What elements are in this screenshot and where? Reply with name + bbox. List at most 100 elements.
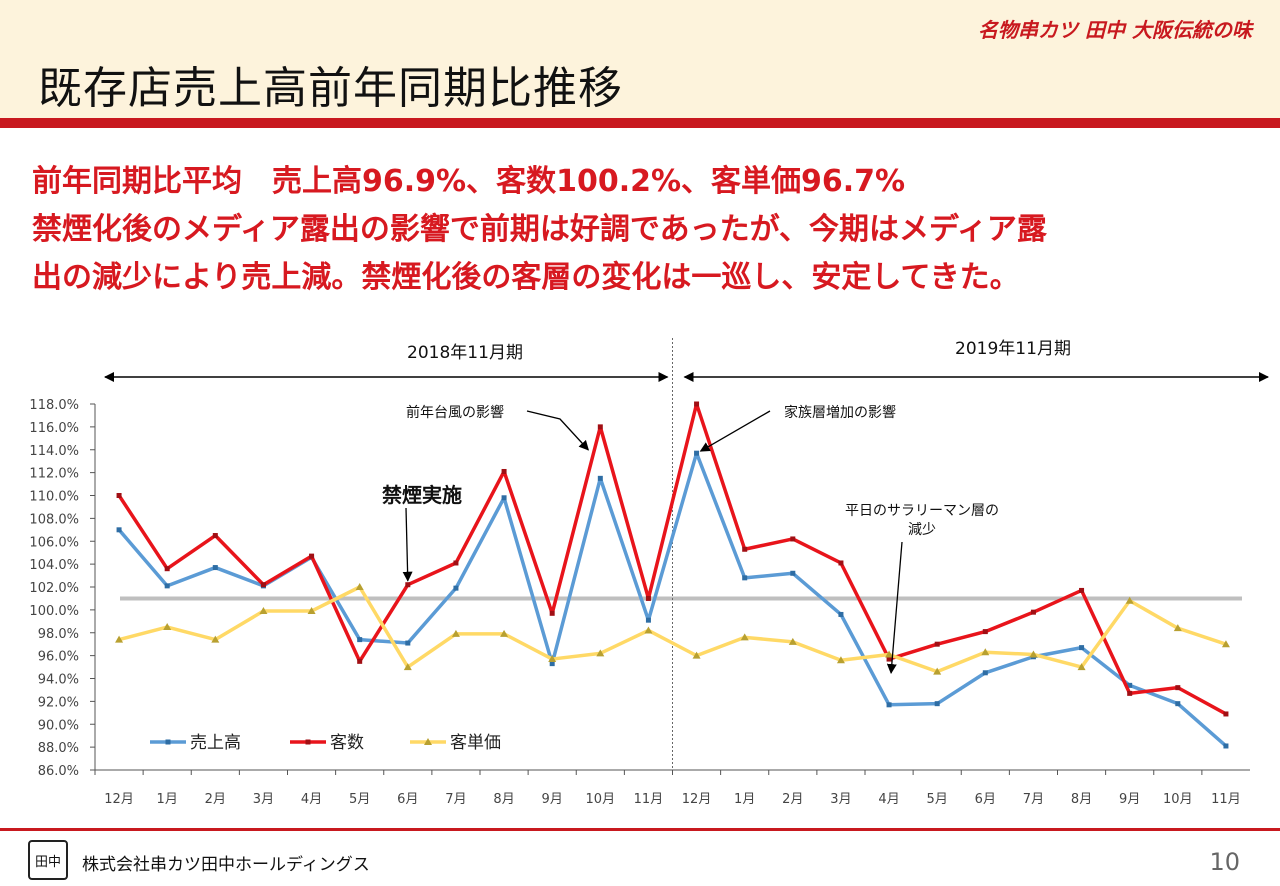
x-tick-label: 11月 bbox=[634, 792, 664, 807]
annotation-family: 家族層増加の影響 bbox=[784, 404, 896, 421]
data-point bbox=[597, 475, 603, 481]
page-number: 10 bbox=[1209, 848, 1240, 876]
data-point bbox=[1173, 624, 1182, 632]
y-tick-label: 112.0% bbox=[29, 467, 79, 482]
legend-marker bbox=[165, 739, 171, 745]
data-point bbox=[357, 637, 363, 643]
data-point bbox=[934, 641, 940, 647]
data-point bbox=[163, 623, 172, 631]
yoy-line-chart: 86.0% 88.0% 90.0% 92.0% 94.0% 96.0% 98.0% 100.0… bbox=[29, 338, 1269, 807]
x-tick-label: 10月 bbox=[586, 792, 616, 807]
y-tick-label: 96.0% bbox=[38, 650, 79, 665]
data-point bbox=[1175, 685, 1181, 691]
legend-label: 客数 bbox=[330, 733, 364, 753]
data-point bbox=[886, 702, 892, 708]
x-tick-label: 1月 bbox=[157, 792, 178, 807]
page-title: 既存店売上高前年同期比推移 bbox=[38, 63, 623, 114]
y-tick-label: 116.0% bbox=[29, 421, 79, 436]
headline-line-2: 禁煙化後のメディア露出の影響で前期は好調であったが、今期はメディア露 bbox=[32, 212, 1047, 247]
x-tick-label: 11月 bbox=[1211, 792, 1241, 807]
data-point bbox=[453, 585, 459, 591]
data-point bbox=[740, 633, 749, 641]
y-tick-label: 86.0% bbox=[38, 764, 79, 779]
annotation-typhoon: 前年台風の影響 bbox=[406, 404, 504, 421]
data-point bbox=[405, 640, 411, 646]
x-tick-label: 3月 bbox=[253, 792, 274, 807]
data-point bbox=[838, 611, 844, 617]
data-point bbox=[645, 617, 651, 623]
data-point bbox=[211, 635, 220, 643]
data-point bbox=[1079, 645, 1085, 651]
data-point bbox=[981, 648, 990, 656]
data-point bbox=[1127, 690, 1133, 696]
data-point bbox=[788, 637, 797, 645]
y-tick-label: 102.0% bbox=[29, 581, 79, 596]
annotation-arrow bbox=[699, 410, 771, 452]
y-tick-label: 90.0% bbox=[38, 718, 79, 733]
header-accent-bar bbox=[0, 118, 1280, 128]
data-point bbox=[933, 667, 942, 675]
annotation-arrow bbox=[526, 410, 589, 451]
x-tick-label: 9月 bbox=[1119, 792, 1140, 807]
data-point bbox=[790, 536, 796, 542]
y-tick-label: 92.0% bbox=[38, 695, 79, 710]
x-tick-label: 4月 bbox=[878, 792, 899, 807]
data-point bbox=[886, 656, 892, 662]
x-tick-label: 4月 bbox=[301, 792, 322, 807]
brand-logo-text: 名物串カツ 田中 大阪伝統の味 bbox=[978, 18, 1252, 42]
data-point bbox=[982, 670, 988, 676]
data-point bbox=[692, 651, 701, 659]
data-point bbox=[453, 560, 459, 566]
company-logo-icon: 田中 bbox=[28, 840, 68, 880]
data-point bbox=[501, 495, 507, 501]
x-tick-label: 5月 bbox=[927, 792, 948, 807]
series-line-2 bbox=[117, 585, 1228, 674]
x-tick-label: 12月 bbox=[682, 792, 712, 807]
data-point bbox=[212, 533, 218, 539]
annotation-salaryman: 平日のサラリーマン層の bbox=[845, 503, 999, 519]
data-point bbox=[549, 610, 555, 616]
data-point bbox=[164, 583, 170, 589]
x-tick-label: 12月 bbox=[104, 792, 134, 807]
data-point bbox=[451, 629, 460, 637]
data-point bbox=[212, 565, 218, 571]
annotation-salaryman-2: 減少 bbox=[908, 521, 936, 538]
y-tick-label: 108.0% bbox=[29, 512, 79, 527]
x-tick-label: 8月 bbox=[493, 792, 514, 807]
x-tick-label: 7月 bbox=[445, 792, 466, 807]
x-tick-label: 10月 bbox=[1163, 792, 1193, 807]
data-point bbox=[1175, 701, 1181, 707]
data-point bbox=[644, 626, 653, 634]
y-tick-label: 118.0% bbox=[29, 398, 79, 413]
x-tick-label: 6月 bbox=[975, 792, 996, 807]
y-tick-label: 98.0% bbox=[38, 627, 79, 642]
data-point bbox=[116, 527, 122, 533]
data-point bbox=[307, 607, 316, 615]
data-point bbox=[357, 658, 363, 664]
data-point bbox=[1030, 609, 1036, 615]
data-point bbox=[259, 607, 268, 615]
data-point bbox=[549, 661, 555, 667]
legend-marker bbox=[424, 738, 432, 745]
data-point bbox=[403, 663, 412, 671]
y-tick-label: 94.0% bbox=[38, 673, 79, 688]
headline-summary: 前年同期比平均 売上高96.9%、客数100.2%、客単価96.7% bbox=[32, 164, 906, 199]
footer-divider bbox=[0, 828, 1280, 831]
data-point bbox=[355, 583, 364, 590]
data-point bbox=[1221, 640, 1230, 648]
data-point bbox=[405, 582, 411, 588]
x-tick-label: 7月 bbox=[1023, 792, 1044, 807]
data-point bbox=[115, 635, 124, 643]
data-point bbox=[1079, 587, 1085, 593]
y-tick-label: 110.0% bbox=[29, 490, 79, 505]
x-tick-label: 6月 bbox=[397, 792, 418, 807]
data-point bbox=[836, 656, 845, 664]
header-band bbox=[0, 0, 1280, 118]
data-point bbox=[982, 629, 988, 635]
data-point bbox=[790, 570, 796, 576]
data-point bbox=[694, 450, 700, 456]
x-tick-label: 2月 bbox=[205, 792, 226, 807]
data-point bbox=[164, 566, 170, 572]
x-tick-label: 9月 bbox=[542, 792, 563, 807]
data-point bbox=[934, 701, 940, 707]
